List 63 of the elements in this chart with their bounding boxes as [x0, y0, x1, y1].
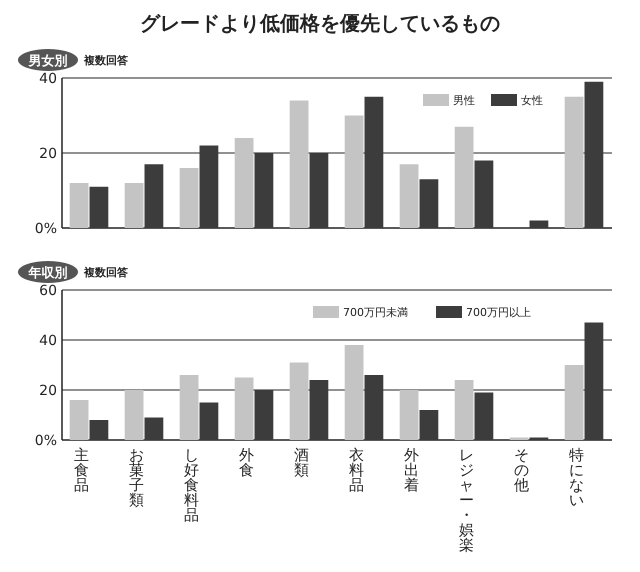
bar	[310, 153, 328, 228]
bar	[234, 378, 254, 440]
x-tick-label: し好食料品	[184, 446, 199, 524]
bar	[200, 146, 218, 228]
bar	[234, 138, 254, 228]
bar	[364, 375, 384, 440]
legend-label: 700万円以上	[466, 306, 531, 319]
bar	[310, 380, 328, 440]
y-tick-label: 60	[39, 283, 57, 299]
y-tick-label: 40	[39, 333, 57, 349]
y-tick-label: 40	[39, 71, 57, 87]
chart-title: グレードより低価格を優先しているもの	[140, 11, 500, 35]
bar	[70, 183, 88, 228]
bar	[180, 168, 198, 228]
text: 複数回答	[83, 54, 129, 67]
bar	[200, 402, 218, 440]
bar	[290, 100, 308, 228]
bar	[400, 390, 418, 440]
bar	[420, 410, 438, 440]
bar	[344, 116, 364, 228]
x-tick-label: 衣料品	[349, 446, 364, 494]
y-tick-label: 0%	[34, 433, 57, 449]
bar	[344, 345, 364, 440]
x-tick-label: レジャー・娯楽	[459, 446, 474, 554]
bar	[564, 96, 584, 228]
chart-subtitle: 年収別	[28, 266, 68, 281]
bar	[90, 186, 108, 228]
legend-label: 700万円未満	[343, 306, 408, 319]
bar	[70, 400, 88, 440]
y-tick-label: 0%	[34, 221, 57, 237]
bar	[584, 82, 604, 228]
bar	[290, 362, 308, 440]
bar	[584, 322, 604, 440]
x-tick-label: お菓子類	[129, 446, 144, 509]
x-tick-label: 外食	[239, 446, 254, 479]
bar	[474, 160, 494, 228]
bar	[400, 164, 418, 228]
bar	[454, 380, 474, 440]
y-tick-label: 20	[39, 383, 57, 399]
bar	[454, 126, 474, 228]
bar	[364, 96, 384, 228]
x-tick-label: 主食品	[74, 446, 89, 494]
bar	[124, 183, 144, 228]
bar	[144, 418, 164, 440]
bar	[254, 153, 274, 228]
bar	[144, 164, 164, 228]
x-tick-label: 外出着	[404, 446, 419, 494]
bar	[474, 392, 494, 440]
bar	[530, 220, 548, 228]
text: 複数回答	[83, 266, 129, 279]
legend-label: 女性	[521, 94, 543, 107]
bar	[124, 390, 144, 440]
legend-label: 男性	[453, 94, 475, 107]
bar	[420, 179, 438, 228]
bar	[254, 390, 274, 440]
chart-subtitle: 男女別	[28, 54, 68, 69]
x-tick-label: 特にない	[569, 446, 584, 509]
x-tick-label: 酒類	[294, 446, 309, 479]
bar	[564, 365, 584, 440]
bar	[180, 375, 198, 440]
y-tick-label: 20	[39, 146, 57, 162]
bar	[90, 420, 108, 440]
x-tick-label: その他	[514, 446, 529, 494]
